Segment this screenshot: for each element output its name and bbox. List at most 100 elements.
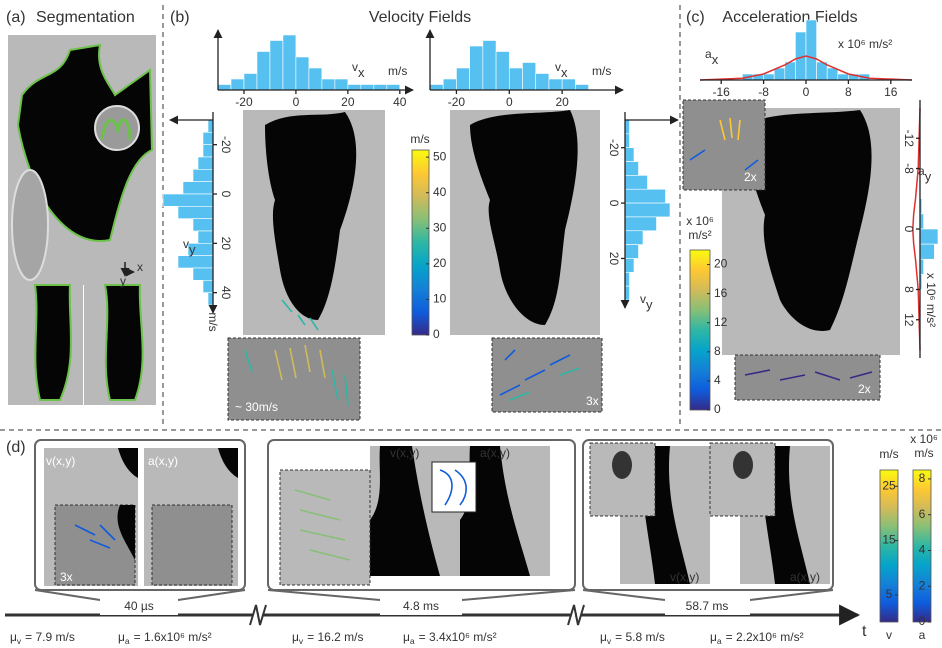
tick-label: 50 [433, 149, 447, 163]
symbol-label: vy [183, 237, 196, 257]
histogram-bar [178, 206, 213, 218]
tick-label: 20 [433, 256, 447, 270]
tick-label: 20 [219, 237, 233, 251]
histogram-bar [509, 68, 522, 90]
tick-label: 4 [919, 543, 926, 557]
symbol-label: μa= 3.4x10⁶ m/s² [403, 630, 497, 646]
unit-label: m/s [592, 64, 611, 78]
histogram-bar [208, 293, 213, 305]
symbol-label: μv= 7.9 m/s [10, 630, 75, 646]
field-label: a(x,y) [480, 446, 510, 460]
axis-label: x [137, 260, 143, 274]
field-label: a(x,y) [790, 570, 820, 584]
tick-label: 20 [555, 95, 569, 109]
histogram-bar [198, 231, 213, 243]
histogram-bar [244, 74, 257, 91]
histogram-bar [203, 132, 213, 144]
tick-label: 12 [902, 313, 916, 327]
unit-label: m/s [206, 312, 220, 331]
axis-label: y [120, 274, 126, 288]
panel-label: (c) [686, 9, 705, 26]
tick-label: 25 [882, 478, 896, 492]
panel-label: (b) [170, 9, 190, 26]
histogram-bar [322, 79, 335, 90]
histogram-bar [625, 231, 643, 245]
tick-label: -20 [235, 95, 253, 109]
time-label: 4.8 ms [403, 599, 439, 613]
histogram-bar [203, 280, 213, 292]
symbol-label: vx [352, 60, 365, 80]
value-text: = 5.8 m/s [615, 630, 665, 644]
time-axis-label: t [862, 623, 867, 640]
histogram-bar [575, 85, 588, 91]
histogram-bar [203, 145, 213, 157]
tick-label: 0 [219, 191, 233, 198]
colorbar-title: m/s [914, 446, 933, 460]
histogram-bar [625, 148, 634, 162]
tick-label: 0 [902, 226, 916, 233]
colorbar-label: a [919, 628, 926, 642]
tick-label: -12 [902, 130, 916, 148]
panel-title: Velocity Fields [369, 9, 471, 26]
subscript: y [925, 169, 932, 184]
value-text: = 7.9 m/s [25, 630, 75, 644]
tick-label: 20 [714, 257, 728, 271]
symbol-label: μa= 2.2x10⁶ m/s² [710, 630, 804, 646]
histogram-bar [625, 134, 630, 148]
histogram-bar [838, 74, 849, 80]
histogram-bar [562, 79, 575, 90]
tick-label: 8 [919, 471, 926, 485]
histogram-bar [625, 217, 657, 231]
symbol-label: μa= 1.6x10⁶ m/s² [118, 630, 212, 646]
colorbar [412, 150, 429, 335]
histogram-bar [625, 189, 666, 203]
value-text: = 16.2 m/s [307, 630, 363, 644]
panel-label: (d) [6, 439, 26, 456]
panel-label: (a) [6, 9, 26, 26]
histogram-bar [523, 63, 536, 91]
tick-label: -8 [758, 85, 769, 99]
zoom-label: 3x [586, 394, 599, 408]
histogram-bar [335, 79, 348, 90]
histogram-bar [920, 244, 934, 259]
histogram-bar [218, 85, 231, 91]
subscript: x [712, 52, 719, 67]
subscript: v [17, 636, 22, 646]
tick-label: 40 [219, 286, 233, 300]
subscript: y [646, 297, 653, 312]
symbol-label: ax [705, 47, 719, 67]
histogram-bar [163, 194, 213, 206]
histogram-bar [231, 79, 244, 90]
colorbar-title: x 10⁶ [686, 214, 714, 228]
histogram-bar [827, 68, 838, 80]
value-text: = 2.2x10⁶ m/s² [726, 630, 804, 644]
histogram-bar [296, 57, 309, 90]
histogram-bar [536, 74, 549, 91]
zoom-label: 3x [60, 570, 73, 584]
inset-label: ~ 30m/s [235, 400, 278, 414]
tick-label: 0 [433, 327, 440, 341]
colorbar-title: m/s² [688, 228, 711, 242]
histogram-bar [625, 272, 630, 286]
histogram-bar [198, 157, 213, 169]
value-text: = 1.6x10⁶ m/s² [134, 630, 212, 644]
field-label: a(x,y) [148, 454, 178, 468]
tick-label: 0 [607, 200, 621, 207]
tick-label: -20 [448, 95, 466, 109]
tick-label: 40 [393, 95, 407, 109]
tick-label: 0 [803, 85, 810, 99]
histogram-bar [456, 68, 469, 90]
colorbar-title: x 10⁶ [910, 432, 938, 446]
histogram-bar [625, 162, 639, 176]
tick-label: 15 [882, 533, 896, 547]
tick-label: 2 [919, 578, 926, 592]
histogram-bar [625, 286, 630, 300]
unit-label: x 10⁶ m/s² [924, 273, 938, 327]
histogram-bar [208, 120, 213, 132]
subscript: x [358, 65, 365, 80]
histogram-bar [193, 169, 213, 181]
time-label: 40 µs [124, 599, 154, 613]
histogram-bar [193, 219, 213, 231]
subscript: v [299, 636, 304, 646]
field-label: v(x,y) [46, 454, 75, 468]
